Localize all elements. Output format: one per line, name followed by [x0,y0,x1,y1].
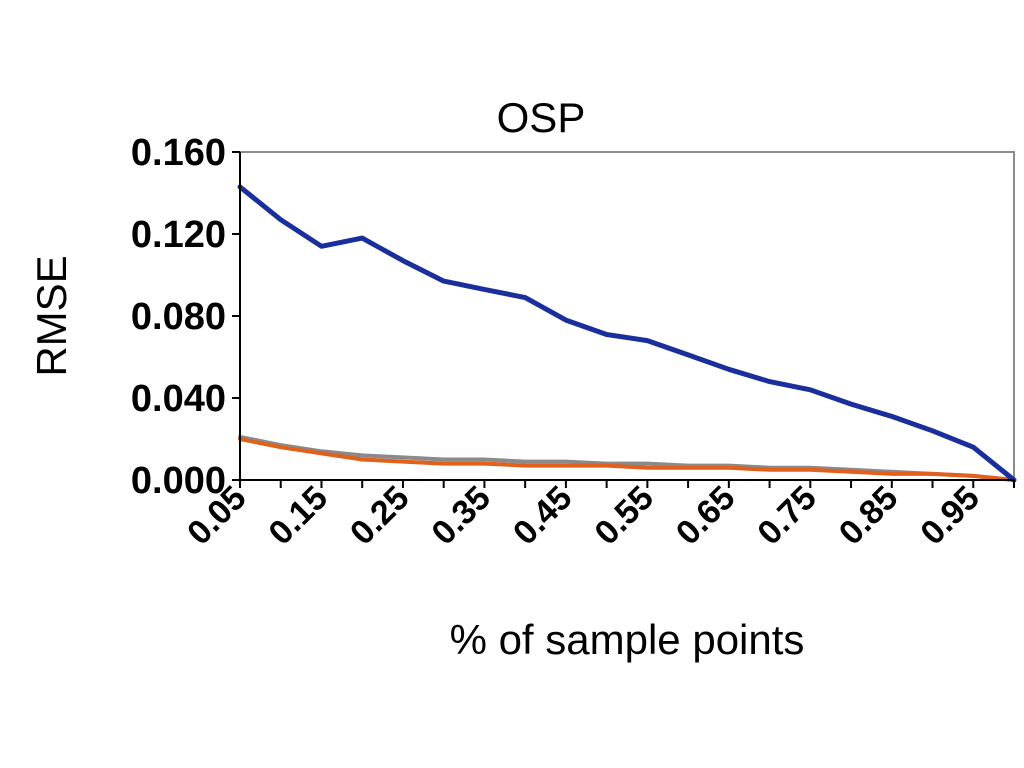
chart-title: OSP [497,94,586,141]
series-line-1 [237,184,1017,483]
x-tick-label: 0.55 [587,479,661,553]
series-layer [237,184,1017,483]
x-tick-label: 0.15 [261,479,335,553]
series-line-3 [238,434,1016,482]
y-tick-label: 0.080 [131,296,226,338]
x-tick-label: 0.85 [832,479,906,553]
x-tick-label: 0.25 [343,479,417,553]
y-tick-label: 0.000 [131,460,226,502]
y-axis-title: RMSE [28,255,75,376]
x-tick-label: 0.35 [424,479,498,553]
y-tick-label: 0.120 [131,214,226,256]
x-tick-label: 0.65 [669,479,743,553]
y-tick-layer: 0.000 0.040 0.080 0.120 0.160 [131,132,240,502]
x-axis-title: % of sample points [450,616,805,663]
x-tick-layer: 0.05 0.15 0.25 0.35 0.45 0.55 0.65 0.75 0.85 0.95 [180,479,1015,553]
x-tick-label: 0.95 [913,479,987,553]
y-tick-label: 0.040 [131,378,226,420]
x-tick-label: 0.75 [750,479,824,553]
series-line-2 [238,437,1016,482]
y-tick-label: 0.160 [131,132,226,174]
x-tick-label: 0.45 [506,479,580,553]
plot-area-frame [239,151,1015,481]
